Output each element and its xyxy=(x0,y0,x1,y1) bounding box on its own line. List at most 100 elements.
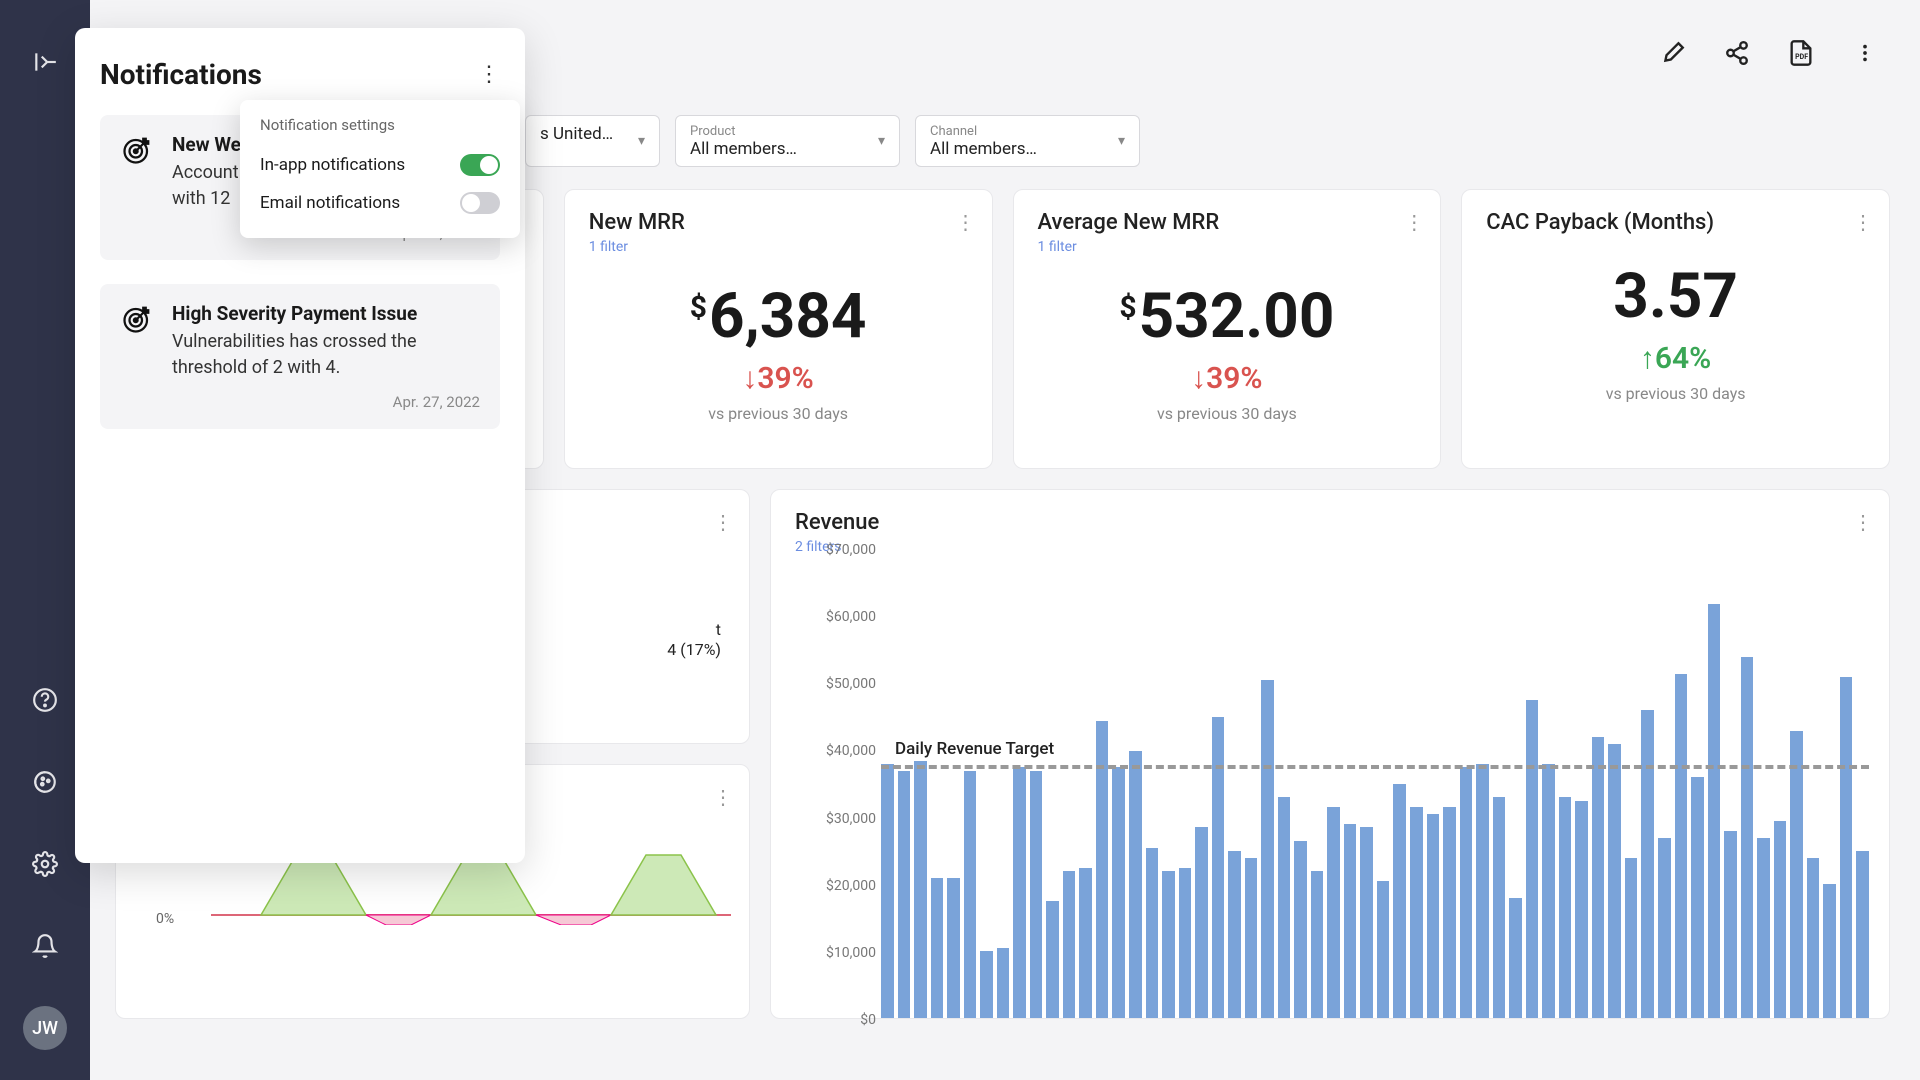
revenue-bar xyxy=(1823,884,1836,1018)
metric-change: ↓39% xyxy=(742,361,813,396)
y-label: 0% xyxy=(156,911,174,927)
kebab-menu-icon[interactable] xyxy=(1850,38,1880,68)
revenue-bar xyxy=(964,771,977,1018)
revenue-bar xyxy=(898,771,911,1018)
revenue-bar xyxy=(1228,851,1241,1018)
revenue-bar xyxy=(1344,824,1357,1018)
revenue-bar xyxy=(1675,674,1688,1018)
revenue-bar xyxy=(1179,868,1192,1018)
revenue-bar xyxy=(1856,851,1869,1018)
revenue-bar xyxy=(1774,821,1787,1018)
filter-product[interactable]: Product All members… ▾ xyxy=(675,115,900,167)
revenue-bar xyxy=(1592,737,1605,1018)
metric-compare: vs previous 30 days xyxy=(1157,404,1297,423)
notification-body: Vulnerabilities has crossed the threshol… xyxy=(172,329,480,381)
card-kebab-icon[interactable]: ⋮ xyxy=(713,785,733,809)
help-icon[interactable] xyxy=(23,678,67,722)
revenue-card: ⋮ Revenue 2 filters $70,000$60,000$50,00… xyxy=(770,489,1890,1019)
share-icon[interactable] xyxy=(1722,38,1752,68)
filter-label: Product xyxy=(690,124,859,139)
revenue-bar xyxy=(1129,751,1142,1018)
revenue-bar xyxy=(947,878,960,1018)
revenue-bar xyxy=(1063,871,1076,1018)
revenue-bar xyxy=(980,951,993,1018)
revenue-bar xyxy=(1360,827,1373,1018)
card-kebab-icon[interactable]: ⋮ xyxy=(956,210,976,234)
metric-change: ↓39% xyxy=(1191,361,1262,396)
revenue-bar xyxy=(1013,767,1026,1018)
revenue-bar xyxy=(1460,767,1473,1018)
chevron-down-icon: ▾ xyxy=(878,133,885,149)
expand-sidebar-icon[interactable] xyxy=(23,40,67,84)
notification-title: High Severity Payment Issue xyxy=(172,302,480,325)
filter-region[interactable]: s United… ▾ xyxy=(525,115,660,167)
revenue-bar xyxy=(1377,881,1390,1018)
peek-text: 4 (17%) xyxy=(667,640,721,659)
edit-icon[interactable] xyxy=(1658,38,1688,68)
card-title: New MRR xyxy=(589,210,968,235)
revenue-bar xyxy=(1261,680,1274,1018)
avatar[interactable]: JW xyxy=(23,1006,67,1050)
revenue-bar xyxy=(1526,700,1539,1018)
filters-row: s United… ▾ Product All members… ▾ Chann… xyxy=(525,115,1140,167)
filter-channel[interactable]: Channel All members… ▾ xyxy=(915,115,1140,167)
revenue-bar xyxy=(1658,838,1671,1019)
revenue-bar xyxy=(1575,801,1588,1018)
metric-compare: vs previous 30 days xyxy=(1606,384,1746,403)
filter-value: s United… xyxy=(540,124,619,144)
metric-change: ↑64% xyxy=(1640,341,1711,376)
target-line xyxy=(881,765,1869,769)
pdf-export-icon[interactable]: PDF xyxy=(1786,38,1816,68)
target-label: Daily Revenue Target xyxy=(891,739,1058,759)
revenue-bar xyxy=(1443,807,1456,1018)
metric-card: ⋮New MRR1 filter$6,384↓39%vs previous 30… xyxy=(564,189,993,469)
target-icon xyxy=(120,133,154,167)
revenue-bar xyxy=(1840,677,1853,1018)
metric-compare: vs previous 30 days xyxy=(708,404,848,423)
card-title: Revenue xyxy=(795,510,1865,535)
revenue-bar xyxy=(1559,797,1572,1018)
y-label: $20,000 xyxy=(826,878,876,894)
panel-title: Notifications xyxy=(100,58,500,91)
revenue-bar xyxy=(1212,717,1225,1018)
revenue-bar xyxy=(914,761,927,1018)
svg-text:PDF: PDF xyxy=(1795,53,1808,61)
email-toggle-label: Email notifications xyxy=(260,193,400,213)
theme-icon[interactable] xyxy=(23,760,67,804)
metric-card: ⋮CAC Payback (Months)3.57↑64%vs previous… xyxy=(1461,189,1890,469)
revenue-bar xyxy=(1195,827,1208,1018)
revenue-bar xyxy=(1691,777,1704,1018)
revenue-bar xyxy=(1146,848,1159,1018)
notification-item[interactable]: High Severity Payment Issue Vulnerabiliti… xyxy=(100,284,500,429)
chevron-down-icon: ▾ xyxy=(638,133,645,149)
revenue-bar xyxy=(1641,710,1654,1018)
revenue-bar xyxy=(1741,657,1754,1018)
revenue-bar xyxy=(1790,731,1803,1018)
card-filter-count: 1 filter xyxy=(1038,239,1417,255)
in-app-toggle-label: In-app notifications xyxy=(260,155,405,175)
card-filter-count: 1 filter xyxy=(589,239,968,255)
metric-value: 3.57 xyxy=(1613,260,1738,333)
in-app-toggle[interactable] xyxy=(460,154,500,176)
revenue-bar xyxy=(1112,767,1125,1018)
revenue-bar xyxy=(1327,807,1340,1018)
revenue-bar xyxy=(1046,901,1059,1018)
panel-kebab-icon[interactable]: ⋮ xyxy=(478,62,500,87)
revenue-bar xyxy=(1542,764,1555,1018)
metric-card: ⋮Average New MRR1 filter$532.00↓39%vs pr… xyxy=(1013,189,1442,469)
revenue-bar xyxy=(1079,868,1092,1018)
revenue-bar xyxy=(1757,838,1770,1019)
notification-date: Apr. 27, 2022 xyxy=(172,393,480,411)
settings-icon[interactable] xyxy=(23,842,67,886)
y-label: $60,000 xyxy=(826,609,876,625)
revenue-bar xyxy=(1724,831,1737,1018)
card-kebab-icon[interactable]: ⋮ xyxy=(1853,510,1873,534)
revenue-bar xyxy=(1311,871,1324,1018)
revenue-bar xyxy=(1509,898,1522,1018)
card-kebab-icon[interactable]: ⋮ xyxy=(1853,210,1873,234)
card-kebab-icon[interactable]: ⋮ xyxy=(1404,210,1424,234)
card-kebab-icon[interactable]: ⋮ xyxy=(713,510,733,534)
revenue-chart: Daily Revenue Target xyxy=(881,550,1869,1018)
email-toggle[interactable] xyxy=(460,192,500,214)
notifications-icon[interactable] xyxy=(23,924,67,968)
